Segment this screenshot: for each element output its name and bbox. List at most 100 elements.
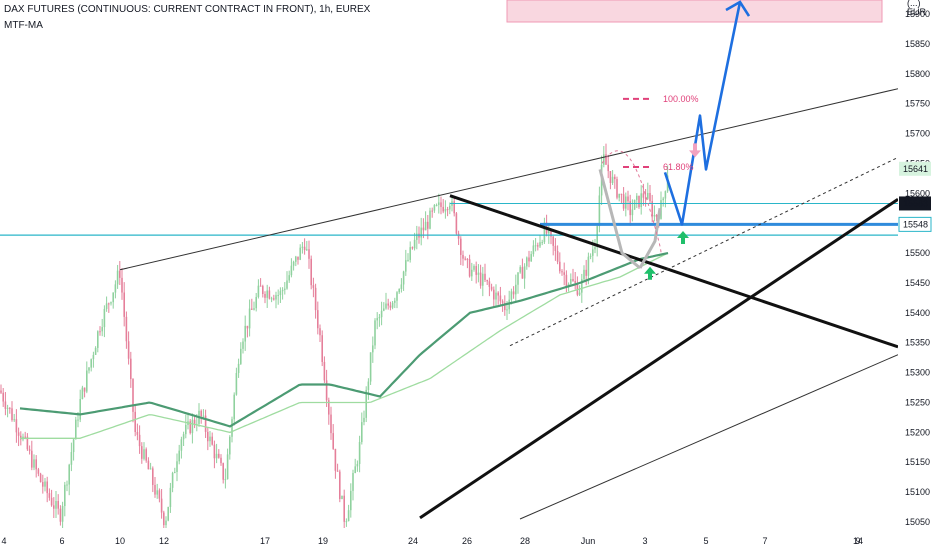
time-tick-label: 4 xyxy=(1,536,6,546)
candle-body xyxy=(409,247,411,260)
candle-body xyxy=(330,414,332,434)
swing-down-arrow xyxy=(598,169,641,270)
candle-body xyxy=(158,490,161,499)
candle-body xyxy=(563,272,565,275)
candle-body xyxy=(495,292,497,300)
candle-body xyxy=(523,266,526,279)
ma-dark-line xyxy=(19,252,669,428)
candle-body xyxy=(295,256,297,262)
projection-path xyxy=(663,1,742,226)
candle-body xyxy=(42,482,44,487)
candle-body xyxy=(213,444,216,459)
candle-body xyxy=(413,239,416,249)
candle-body xyxy=(394,300,396,303)
candle-body xyxy=(581,279,583,293)
time-tick-label: 17 xyxy=(260,536,270,546)
candles-layer xyxy=(0,143,669,528)
candle-body xyxy=(299,247,301,260)
candle-body xyxy=(556,251,559,262)
time-tick-label: 7 xyxy=(762,536,767,546)
fib-level-label: 61.80% xyxy=(663,162,694,172)
candle-body xyxy=(61,506,64,522)
candle-body xyxy=(636,195,638,200)
candle-body xyxy=(490,286,493,290)
price-badge xyxy=(898,216,932,232)
candle-body xyxy=(565,274,568,287)
candle-body xyxy=(110,302,112,304)
candle-body xyxy=(471,269,473,277)
candle-body xyxy=(35,459,37,470)
time-tick-label: 19 xyxy=(318,536,328,546)
candle-body xyxy=(598,195,601,227)
candle-body xyxy=(499,295,502,302)
candle-body xyxy=(4,401,7,409)
candle-body xyxy=(405,260,407,272)
price-badge-label: 15583 xyxy=(903,198,928,208)
ascending-trendline xyxy=(419,198,898,520)
candle-body xyxy=(121,277,123,293)
candle-body xyxy=(466,258,469,260)
candle-body xyxy=(262,286,264,295)
candle-body xyxy=(398,289,400,293)
candle-body xyxy=(655,214,658,217)
candle-body xyxy=(215,453,218,459)
candle-body xyxy=(68,464,70,485)
candle-body xyxy=(125,316,128,342)
time-tick-label: 10 xyxy=(115,536,125,546)
candle-body xyxy=(189,421,191,434)
candle-body xyxy=(486,279,488,282)
dashed-channel-line xyxy=(509,156,898,347)
time-tick-label: 9 xyxy=(855,536,860,546)
candle-body xyxy=(237,363,240,374)
candle-body xyxy=(567,284,570,287)
candle-body xyxy=(457,233,460,239)
candle-body xyxy=(149,468,152,470)
candle-body xyxy=(376,318,378,321)
candle-body xyxy=(343,495,345,522)
candle-body xyxy=(554,245,557,252)
candle-body xyxy=(17,432,20,436)
candle-body xyxy=(209,436,211,442)
drawings-layer xyxy=(0,0,898,520)
price-axis[interactable]: 15050 15100 15150 15200 15250 15300 15350 15400… xyxy=(898,0,932,550)
candle-body xyxy=(277,295,279,297)
candle-body xyxy=(642,193,645,198)
price-tick-label: 15600 xyxy=(905,188,930,198)
candle-body xyxy=(559,261,561,272)
candle-body xyxy=(462,254,464,259)
candle-body xyxy=(352,473,354,491)
candle-body xyxy=(510,291,513,300)
candle-body xyxy=(6,407,9,409)
candle-body xyxy=(350,490,352,511)
candle-body xyxy=(578,292,581,295)
candle-body xyxy=(422,227,425,231)
candle-body xyxy=(310,258,312,286)
price-tick-label: 15900 xyxy=(905,9,930,19)
candle-body xyxy=(2,392,4,402)
candle-body xyxy=(72,439,75,453)
time-axis[interactable]: 4 6 10 12 17 19 24 26 28 Jun 3 5 7 914 xyxy=(1,536,863,546)
candle-body xyxy=(444,209,447,212)
candle-body xyxy=(48,493,51,498)
candle-body xyxy=(204,415,207,432)
candle-body xyxy=(145,449,147,461)
candle-body xyxy=(59,508,62,522)
candle-body xyxy=(358,442,361,464)
price-tick-label: 15450 xyxy=(905,278,930,288)
candle-body xyxy=(537,245,539,247)
candle-body xyxy=(587,256,590,276)
candle-body xyxy=(477,272,480,275)
candle-body xyxy=(631,209,634,216)
time-tick-label: Jun xyxy=(581,536,596,546)
candle-body xyxy=(512,291,515,295)
currency-label: EUR xyxy=(907,7,927,17)
candle-body xyxy=(251,308,253,310)
price-tick-label: 15400 xyxy=(905,308,930,318)
candle-body xyxy=(484,273,486,280)
candle-body xyxy=(640,193,642,208)
candle-body xyxy=(435,204,438,206)
candle-body xyxy=(28,449,31,451)
indicator-label[interactable]: MTF-MA xyxy=(4,20,43,31)
candle-body xyxy=(200,410,202,417)
